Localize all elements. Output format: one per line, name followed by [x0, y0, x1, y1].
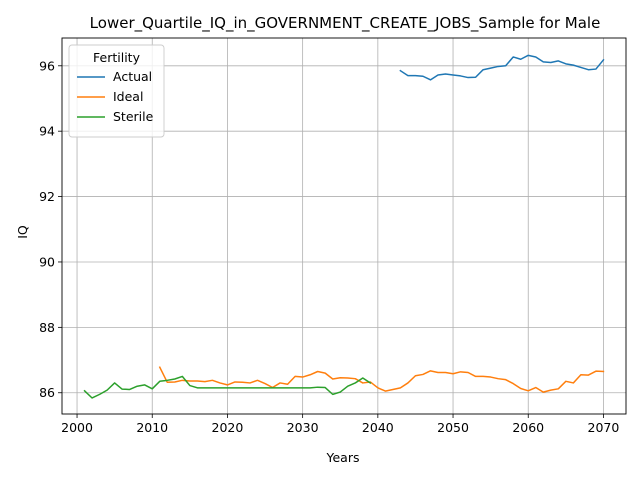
y-tick-label: 86 [39, 385, 55, 400]
series-line-actual [399, 54, 605, 81]
x-axis-label: Years [326, 450, 360, 465]
legend-box [68, 44, 165, 138]
x-tick-label: 2050 [437, 420, 469, 435]
series-layer [83, 54, 605, 399]
ticks: 2000 2010 2020 2030 2040 2050 2060 2070 86 88 90 92… [39, 58, 619, 435]
y-tick-label: 88 [39, 320, 55, 335]
x-tick-label: 2020 [212, 420, 244, 435]
grid [62, 38, 626, 414]
y-tick-label: 94 [39, 124, 55, 139]
y-tick-label: 90 [39, 254, 55, 269]
series-line-ideal [158, 366, 605, 393]
chart-title: Lower_Quartile_IQ_in_GOVERNMENT_CREATE_J… [90, 14, 601, 33]
series-line-sterile [83, 375, 372, 399]
y-axis-label: IQ [15, 225, 30, 239]
legend: Fertility Actual Ideal Sterile [68, 44, 165, 138]
x-tick-label: 2060 [512, 420, 544, 435]
y-tick-label: 96 [39, 58, 55, 73]
legend-label-actual: Actual [113, 69, 152, 84]
plot-frame [61, 37, 627, 415]
legend-label-ideal: Ideal [113, 89, 143, 104]
x-tick-label: 2010 [136, 420, 168, 435]
x-tick-label: 2040 [362, 420, 394, 435]
x-tick-label: 2030 [287, 420, 319, 435]
x-tick-label: 2070 [588, 420, 620, 435]
y-tick-label: 92 [39, 189, 55, 204]
x-tick-label: 2000 [61, 420, 93, 435]
legend-label-sterile: Sterile [113, 109, 154, 124]
legend-title: Fertility [93, 50, 141, 65]
